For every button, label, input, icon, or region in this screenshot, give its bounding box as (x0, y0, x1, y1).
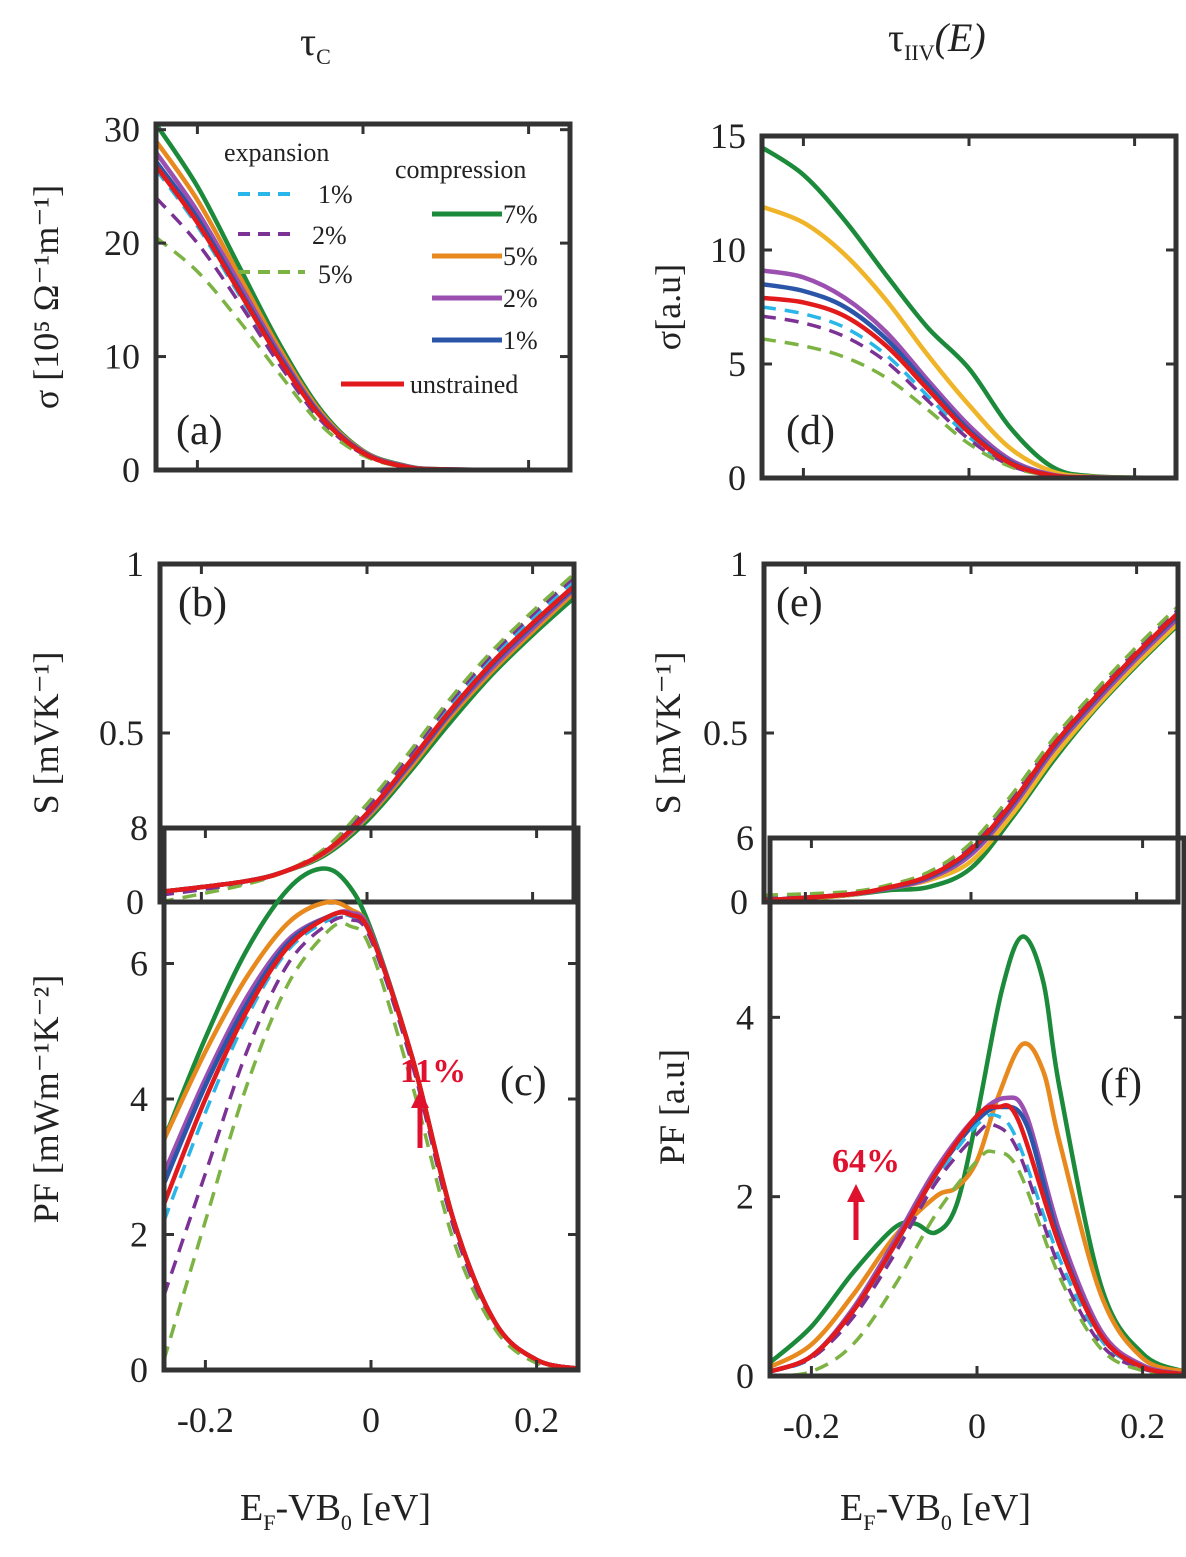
annotation-f-text: 64% (832, 1143, 900, 1180)
curves-c (164, 866, 578, 1370)
annotation-c-text: 11% (400, 1053, 466, 1090)
ytick-label-e-0: 0 (730, 882, 748, 922)
curve-f-exp2 (770, 1121, 1184, 1376)
xlabel-left: EF-VB0 [eV] (240, 1487, 431, 1535)
curve-e-c5d (764, 621, 1178, 902)
panel-label-d: (d) (786, 408, 835, 454)
panel-d: 0 5 10 15 (d) σ[a.u] (648, 116, 1179, 498)
ytick-label-e-2: 1 (730, 544, 748, 584)
panel-a: 0 10 20 30 (a) σ [10⁵ Ω⁻¹m⁻¹] (26, 110, 573, 490)
legend-label-exp5: 5% (318, 260, 353, 289)
curve-f-c5 (770, 1041, 1184, 1374)
ylabel-c: PF [mWm⁻¹K⁻²] (26, 975, 66, 1224)
legend-label-c5: 5% (503, 242, 538, 271)
ylabel-e: S [mVK⁻¹] (648, 652, 688, 815)
legend-label-c2: 2% (503, 284, 538, 313)
ytick-label-c-1: 2 (130, 1215, 148, 1255)
ytick-label-b-0: 0 (126, 882, 144, 922)
ytick-label-b-1: 0.5 (99, 713, 144, 753)
ytick-label-d-0: 0 (728, 458, 746, 498)
curve-e-u (764, 611, 1178, 902)
annotation-c-arrow-head (411, 1090, 429, 1108)
ylabel-d: σ[a.u] (648, 264, 688, 350)
xtick-label-c-1: 0 (362, 1400, 380, 1440)
panel-c: 0 2 4 6 8 -0.2 0 0.2 (c) PF [mWm⁻¹K⁻²] (26, 808, 581, 1440)
curves-f (770, 934, 1184, 1376)
ylabel-b: S [mVK⁻¹] (26, 652, 66, 815)
xtick-label-f-1: 0 (968, 1406, 986, 1446)
ytick-label-d-1: 5 (728, 344, 746, 384)
curves-e (764, 605, 1178, 902)
legend-label-c1: 1% (503, 326, 538, 355)
curve-b-u (160, 584, 574, 895)
ytick-label-e-1: 0.5 (703, 713, 748, 753)
curve-c-c1 (164, 910, 578, 1370)
ytick-label-f-2: 4 (736, 997, 754, 1037)
curve-f-c7 (770, 934, 1184, 1374)
panel-label-e: (e) (776, 580, 823, 626)
curve-c-exp2 (164, 915, 578, 1370)
ytick-label-c-2: 4 (130, 1079, 148, 1119)
panel-label-c: (c) (500, 1059, 547, 1105)
curve-b-c2 (160, 587, 574, 895)
curve-f-exp5 (770, 1149, 1184, 1376)
curve-c-c2 (164, 909, 578, 1370)
legend-label-c7: 7% (503, 200, 538, 229)
ytick-label-f-3: 6 (736, 818, 754, 858)
ytick-label-a-3: 30 (104, 110, 140, 150)
ytick-label-c-3: 6 (130, 944, 148, 984)
ytick-label-c-4: 8 (130, 808, 148, 848)
panel-f: 0 2 4 6 -0.2 0 0.2 (f) PF [a.u] (652, 818, 1186, 1446)
annotation-f-arrow-head (847, 1184, 865, 1202)
ytick-label-d-3: 15 (710, 116, 746, 156)
annotation-c: 11% (400, 1053, 466, 1148)
ytick-label-b-2: 1 (126, 544, 144, 584)
ytick-label-a-1: 10 (104, 337, 140, 377)
legend-compression-title: compression (395, 155, 526, 184)
ytick-label-a-2: 20 (104, 223, 140, 263)
legend-label-exp1: 1% (318, 180, 353, 209)
xtick-label-c-2: 0.2 (514, 1400, 559, 1440)
legend-label-exp2: 2% (312, 221, 347, 250)
curve-c-exp5 (164, 921, 578, 1370)
ytick-label-c-0: 0 (130, 1350, 148, 1390)
legend-expansion-title: expansion (224, 138, 329, 167)
xlabel-right: EF-VB0 [eV] (840, 1487, 1031, 1535)
curves-b (160, 572, 574, 902)
curve-c-u (164, 910, 578, 1370)
panel-label-f: (f) (1100, 1061, 1142, 1107)
ytick-label-d-2: 10 (710, 230, 746, 270)
curve-f-u (770, 1103, 1184, 1376)
column-title-right: τIIV(E) (888, 15, 986, 65)
ytick-label-f-0: 0 (736, 1356, 754, 1396)
ytick-label-f-1: 2 (736, 1177, 754, 1217)
curve-b-c5 (160, 591, 574, 895)
ytick-label-a-0: 0 (122, 450, 140, 490)
curve-c-c5 (164, 899, 578, 1370)
annotation-f: 64% (832, 1143, 900, 1240)
curve-c-exp1 (164, 912, 578, 1370)
panel-label-a: (a) (176, 408, 223, 454)
legend: expansion 1% 2% 5% compression 7% 5% 2% … (224, 138, 538, 399)
ylabel-a: σ [10⁵ Ω⁻¹m⁻¹] (26, 185, 66, 409)
xtick-label-f-2: 0.2 (1120, 1406, 1165, 1446)
legend-label-unstrained: unstrained (410, 370, 518, 399)
curve-e-c2 (764, 616, 1178, 902)
column-title-left: τC (300, 19, 331, 69)
xtick-label-f-0: -0.2 (783, 1406, 840, 1446)
panel-e: 0 0.5 1 (e) S [mVK⁻¹] (648, 544, 1181, 922)
curve-a-exp5 (156, 236, 570, 470)
xtick-label-c-0: -0.2 (177, 1400, 234, 1440)
panel-label-b: (b) (178, 580, 227, 626)
panel-b: 0 0.5 1 (b) S [mVK⁻¹] (26, 544, 577, 922)
ylabel-f: PF [a.u] (652, 1049, 692, 1165)
curve-b-exp1 (160, 579, 574, 896)
